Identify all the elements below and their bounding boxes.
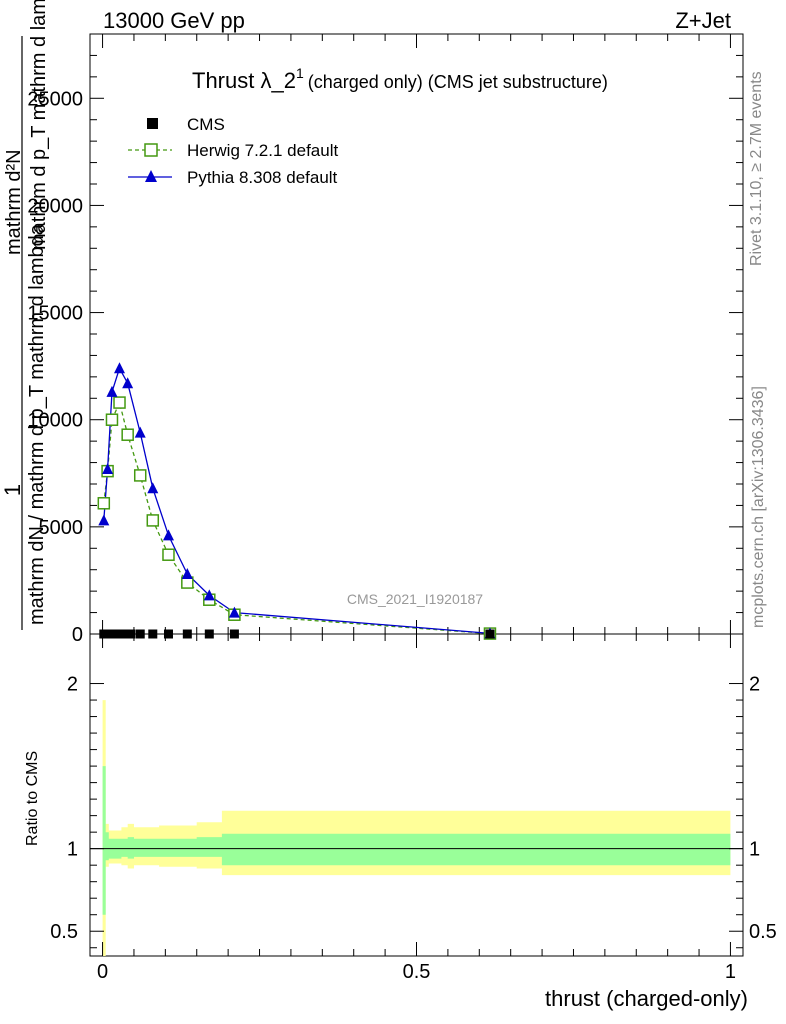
legend-label-cms: CMS [187,115,225,134]
herwig-point [146,514,160,527]
ratio-ytick-label-right: 2 [749,674,760,696]
pythia-point [106,385,118,397]
cms-point [204,629,214,639]
main-ylabel-line2: mathrm d p_T mathrm d lambda [28,0,50,250]
cms-point [182,629,192,639]
main-ytick-label: 5000 [39,517,84,539]
pythia-point [181,568,193,579]
ratio-axis-ticks: 0.5 0.5 1 1 2 2 0 0.5 1 [50,634,777,983]
cms-point [229,629,239,639]
plot-title-rest: (charged only) (CMS jet substructure) [308,72,608,92]
main-ytick-label: 10000 [27,410,83,432]
cms-point [118,629,128,639]
main-ylabel-line1: mathrm dN / mathrm d p_T mathrm d lambda [26,223,48,625]
main-ytick-label: 20000 [27,195,83,217]
main-axis-ticks: 0 5000 10000 15000 20000 25000 [27,34,743,646]
ratio-ytick-label-right: 1 [749,839,760,861]
cms-point [163,629,173,639]
pythia-point [162,529,174,541]
legend-label-pythia: Pythia 8.308 default [187,168,338,187]
xtick-label: 1 [725,961,736,983]
main-ytick-label: 0 [72,624,83,646]
side-mcplots-note: mcplots.cern.ch [arXiv:1306.3436] [750,386,767,628]
pythia-point [98,514,110,526]
cms-point [126,629,136,639]
herwig-point [105,413,119,426]
ratio-ytick-label-right: 0.5 [749,921,777,943]
pythia-point [102,463,114,474]
plot-title-superscript: 1 [296,65,304,81]
plot-title: Thrust λ_21 (charged only) (CMS jet subst… [192,65,608,93]
xtick-label: 0 [97,961,108,983]
herwig-point [121,428,134,441]
main-ylabel-numerator: 1 [0,484,25,496]
ratio-y-axis-label: Ratio to CMS [24,751,41,846]
ratio-ytick-label: 2 [67,674,78,696]
legend-marker-herwig [144,143,158,157]
pythia-point [228,606,240,618]
xtick-label: 0.5 [403,961,431,983]
main-ytick-label: 25000 [27,88,83,110]
legend: CMS Herwig 7.2.1 default Pythia 8.308 de… [128,115,338,187]
cms-point [112,629,122,639]
legend-marker-cms [147,118,158,129]
ratio-bands [102,700,731,956]
main-ytick-label: 15000 [27,303,83,325]
herwig-point [133,469,147,482]
series-layer [97,362,497,640]
main-y-axis-label: 1 mathrm dN / mathrm d p_T mathrm d lamb… [0,0,50,630]
legend-label-herwig: Herwig 7.2.1 default [187,141,338,160]
header-energy: 13000 GeV pp [103,8,245,33]
ratio-outer-band [102,700,731,956]
x-axis-label: thrust (charged-only) [545,986,748,1011]
herwig-point [97,497,111,510]
pythia-point [114,362,126,374]
pythia-point [147,482,159,494]
pythia-point [134,426,146,438]
cms-point [485,629,495,639]
cms-point [135,629,145,639]
herwig-point [113,396,126,409]
ratio-ytick-label: 1 [67,839,78,861]
pythia-point [122,377,134,389]
ratio-plot-frame [89,633,744,957]
pythia-point [203,589,215,601]
ratio-inner-band [102,766,731,915]
cms-point [148,629,158,639]
cms-point [107,629,117,639]
herwig-point [162,548,175,561]
plot-title-main: Thrust λ_2 [192,68,296,93]
ratio-ytick-label: 0.5 [50,921,78,943]
main-ylabel-line0: mathrm d²N [3,149,25,255]
side-rivet-note: Rivet 3.1.10, ≥ 2.7M events [748,71,765,266]
legend-marker-pythia [145,170,157,182]
analysis-watermark: CMS_2021_I1920187 [347,591,483,607]
header-process: Z+Jet [675,8,731,33]
